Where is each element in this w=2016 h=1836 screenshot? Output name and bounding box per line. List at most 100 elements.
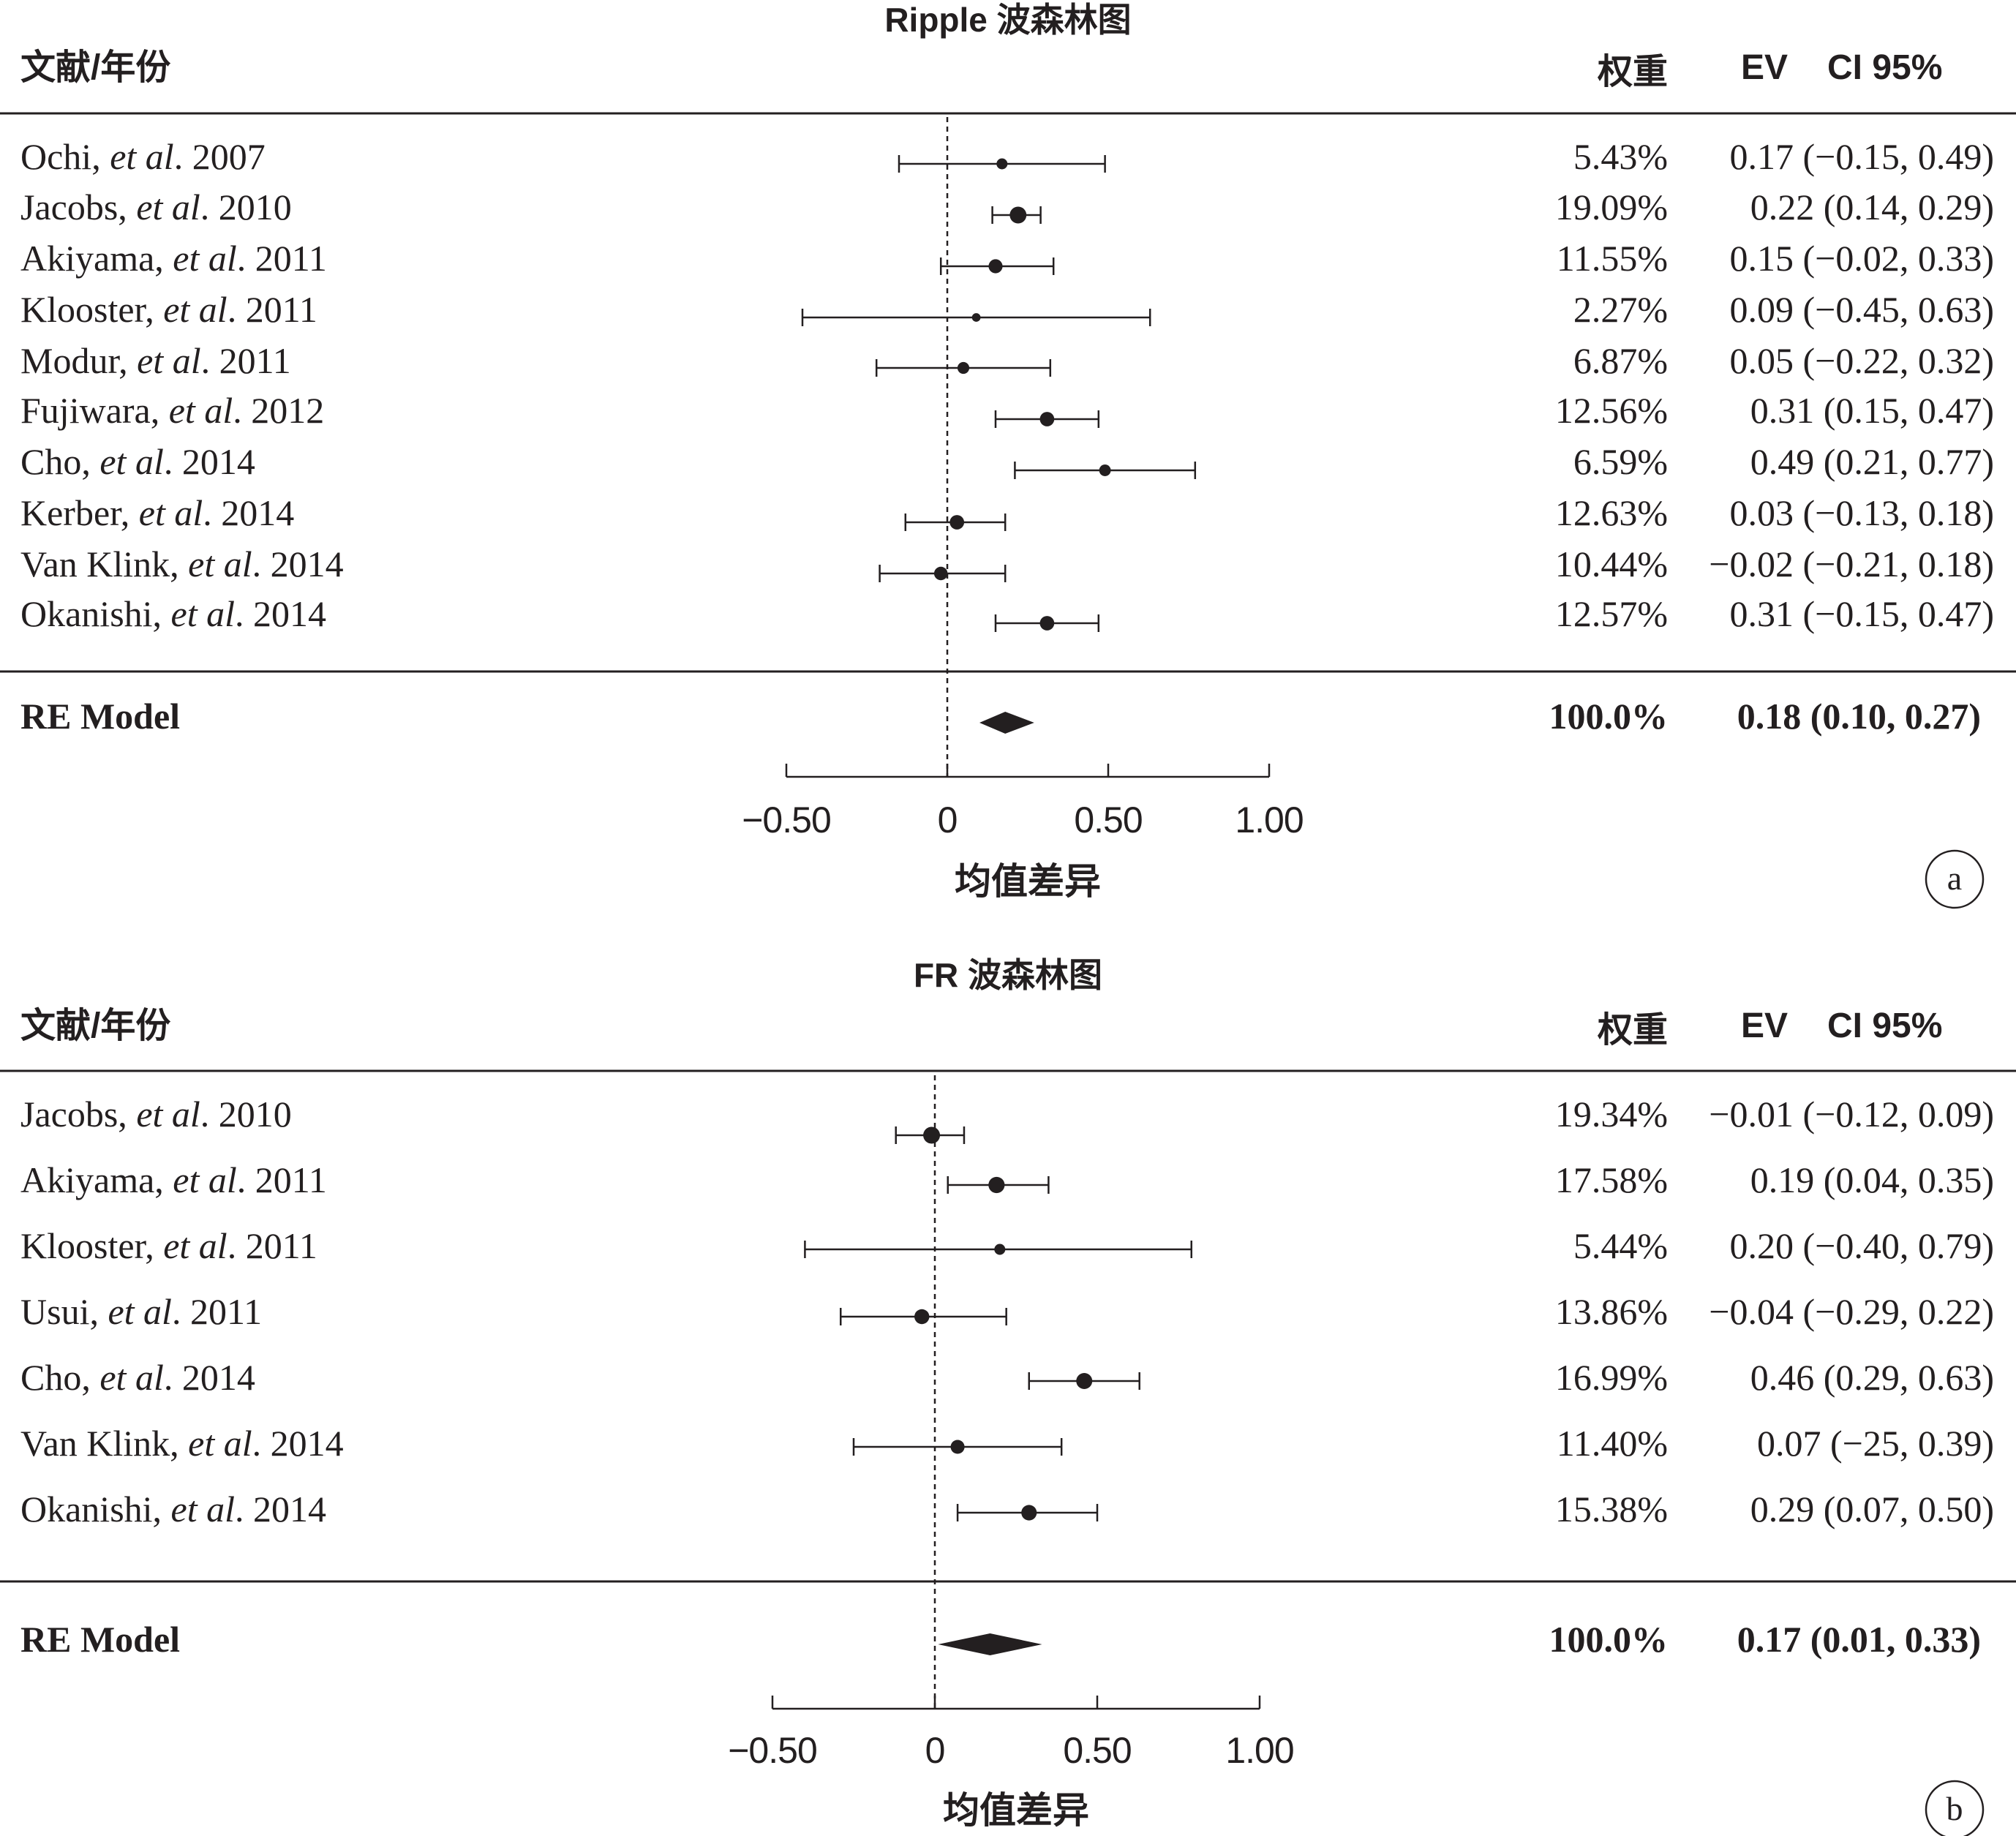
study-etal: et al xyxy=(136,187,200,227)
study-weight: 6.87% xyxy=(1573,340,1668,381)
study-row: Modur, et al. 2011 6.87% 0.05 (−0.22, 0.32… xyxy=(20,340,1994,381)
study-row: Cho, et al. 2014 16.99% 0.46 (0.29, 0.63) xyxy=(20,1357,1994,1398)
study-row: Okanishi, et al. 2014 15.38% 0.29 (0.07, 0… xyxy=(20,1489,1994,1530)
x-tick-label: 1.00 xyxy=(1235,800,1303,840)
study-row: Klooster, et al. 2011 5.44% 0.20 (−0.40, 0… xyxy=(20,1225,1994,1266)
study-ci-text: 0.15 (−0.02, 0.33) xyxy=(1730,238,1995,279)
study-label: Jacobs, et al. 2010 xyxy=(20,187,292,227)
study-label: Okanishi, et al. 2014 xyxy=(20,1489,326,1530)
point-estimate xyxy=(957,361,970,375)
x-tick-label: 0 xyxy=(925,1730,945,1771)
study-row: Ochi, et al. 2007 5.43% 0.17 (−0.15, 0.49) xyxy=(20,136,1994,177)
summary-diamond xyxy=(979,712,1034,734)
study-etal: et al xyxy=(188,1423,252,1464)
summary-row: RE Model 100.0% 0.18 (0.10, 0.27) xyxy=(20,696,1981,737)
study-etal: et al xyxy=(171,593,235,634)
study-label: Akiyama, et al. 2011 xyxy=(20,1159,327,1200)
study-label: Akiyama, et al. 2011 xyxy=(20,238,327,279)
study-ci-text: 0.03 (−0.13, 0.18) xyxy=(1730,492,1995,533)
study-author: Modur, xyxy=(20,340,137,381)
study-etal: et al xyxy=(110,136,173,177)
header-ev: EV xyxy=(1741,1007,1788,1045)
study-author: Akiyama, xyxy=(20,1159,173,1200)
summary-weight: 100.0% xyxy=(1549,696,1669,737)
study-author: Akiyama, xyxy=(20,238,173,279)
study-etal: et al xyxy=(169,390,233,431)
study-etal: et al xyxy=(137,340,200,381)
study-weight: 12.56% xyxy=(1555,390,1668,431)
summary-label: RE Model xyxy=(20,696,180,737)
study-etal: et al xyxy=(188,543,252,584)
study-row: Klooster, et al. 2011 2.27% 0.09 (−0.45, 0… xyxy=(20,289,1994,330)
study-year: . 2014 xyxy=(164,441,255,482)
study-ci-text: 0.22 (0.14, 0.29) xyxy=(1750,187,1994,227)
study-label: Kerber, et al. 2014 xyxy=(20,492,294,533)
study-weight: 5.43% xyxy=(1573,136,1668,177)
study-label: Cho, et al. 2014 xyxy=(20,441,255,482)
x-tick-label: 0.50 xyxy=(1074,800,1142,840)
study-author: Fujiwara, xyxy=(20,390,169,431)
point-estimate xyxy=(1009,206,1027,224)
study-author: Okanishi, xyxy=(20,593,171,634)
header-study: 文献/年份 xyxy=(20,48,170,87)
study-ci-text: −0.02 (−0.21, 0.18) xyxy=(1709,543,1994,584)
study-weight: 19.34% xyxy=(1555,1094,1668,1135)
study-etal: et al xyxy=(139,492,203,533)
study-year: . 2011 xyxy=(227,1225,317,1266)
study-weight: 12.57% xyxy=(1555,593,1668,634)
point-estimate xyxy=(1039,616,1055,631)
study-label: Klooster, et al. 2011 xyxy=(20,289,317,330)
study-weight: 12.63% xyxy=(1555,492,1668,533)
summary-weight: 100.0% xyxy=(1549,1619,1669,1660)
header-weight: 权重 xyxy=(1597,53,1668,91)
study-year: . 2012 xyxy=(233,390,324,431)
x-tick-label: 0 xyxy=(938,800,958,840)
study-year: . 2010 xyxy=(200,1094,292,1135)
x-axis: −0.50 0 0.50 1.00 均值差异 xyxy=(742,764,1304,902)
study-label: Van Klink, et al. 2014 xyxy=(20,1423,344,1464)
x-axis-label: 均值差异 xyxy=(955,861,1101,902)
study-weight: 11.40% xyxy=(1557,1423,1668,1464)
study-row: Cho, et al. 2014 6.59% 0.49 (0.21, 0.77) xyxy=(20,441,1994,482)
study-year: . 2010 xyxy=(200,187,292,227)
header-ci: CI 95% xyxy=(1827,48,1942,87)
study-year: . 2014 xyxy=(235,593,326,634)
study-year: . 2014 xyxy=(252,1423,344,1464)
point-estimate xyxy=(923,1126,941,1144)
study-year: . 2011 xyxy=(227,289,317,330)
study-author: Cho, xyxy=(20,441,99,482)
study-weight: 19.09% xyxy=(1555,187,1668,227)
point-estimate xyxy=(988,259,1003,274)
study-ci-text: −0.01 (−0.12, 0.09) xyxy=(1709,1094,1994,1135)
study-row: Van Klink, et al. 2014 11.40% 0.07 (−25, 0… xyxy=(20,1423,1994,1464)
point-estimate xyxy=(988,1176,1005,1194)
point-estimate xyxy=(1021,1505,1037,1521)
study-ci-text: 0.07 (−25, 0.39) xyxy=(1757,1423,1994,1464)
study-label: Klooster, et al. 2011 xyxy=(20,1225,317,1266)
study-year: . 2014 xyxy=(252,543,344,584)
x-tick-label: −0.50 xyxy=(742,800,831,840)
study-ci-text: 0.46 (0.29, 0.63) xyxy=(1750,1357,1994,1398)
panel-label-circle xyxy=(1925,1780,1985,1836)
study-etal: et al xyxy=(136,1094,200,1135)
point-estimate xyxy=(950,1440,965,1454)
study-label: Modur, et al. 2011 xyxy=(20,340,291,381)
study-ci-text: 0.31 (−0.15, 0.47) xyxy=(1730,593,1995,634)
header-study: 文献/年份 xyxy=(20,1007,170,1045)
study-label: Cho, et al. 2014 xyxy=(20,1357,255,1398)
study-etal: et al xyxy=(99,1357,163,1398)
study-year: . 2011 xyxy=(237,238,327,279)
study-label: Van Klink, et al. 2014 xyxy=(20,543,344,584)
study-weight: 16.99% xyxy=(1555,1357,1668,1398)
study-etal: et al xyxy=(173,238,236,279)
study-ci-text: 0.49 (0.21, 0.77) xyxy=(1750,441,1994,482)
study-ci-text: 0.19 (0.04, 0.35) xyxy=(1750,1159,1994,1200)
point-estimate xyxy=(996,158,1008,170)
study-weight: 17.58% xyxy=(1555,1159,1668,1200)
header-weight: 权重 xyxy=(1597,1011,1668,1050)
study-ci-text: 0.09 (−0.45, 0.63) xyxy=(1730,289,1995,330)
study-etal: et al xyxy=(173,1159,236,1200)
study-weight: 11.55% xyxy=(1557,238,1668,279)
